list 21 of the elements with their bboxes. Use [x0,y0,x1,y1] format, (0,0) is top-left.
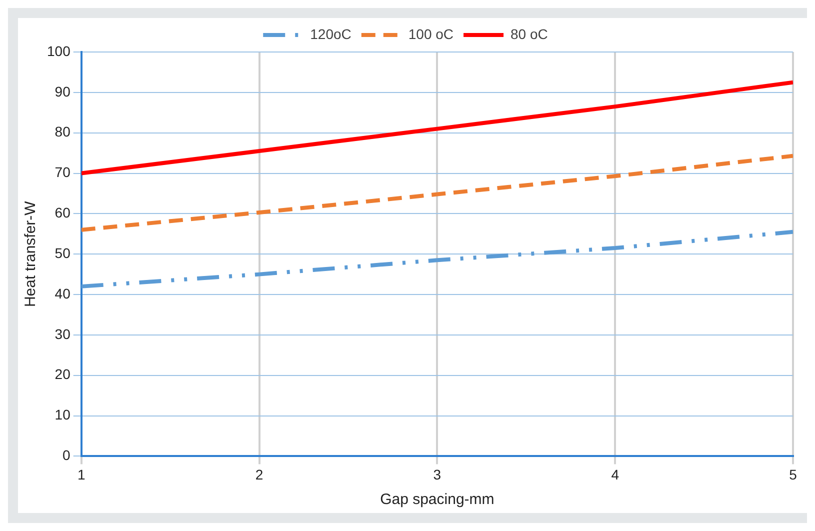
x-tick-label: 5 [789,466,798,482]
legend-label: 120oC [310,26,352,42]
y-tick-label: 20 [54,366,71,382]
y-axis-title: Heat transfer-W [22,200,40,308]
y-tick-label: 10 [54,406,71,423]
y-tick-label: 70 [54,164,71,180]
y-tick-label: 100 [47,42,71,59]
x-tick-label: 1 [77,466,86,482]
legend-label: 100 oC [408,26,454,42]
y-tick-label: 0 [62,447,71,464]
y-tick-label: 30 [54,326,71,342]
x-tick-label: 4 [611,466,620,482]
x-tick-label: 2 [255,466,264,482]
y-tick-label: 80 [54,124,71,140]
y-tick-label: 50 [54,244,71,261]
y-tick-label: 40 [54,285,71,302]
x-tick-label: 3 [433,466,442,482]
legend-label: 80 oC [510,26,548,42]
y-tick-label: 60 [54,204,71,221]
y-tick-label: 90 [54,83,71,100]
x-axis-title: Gap spacing-mm [380,491,494,508]
